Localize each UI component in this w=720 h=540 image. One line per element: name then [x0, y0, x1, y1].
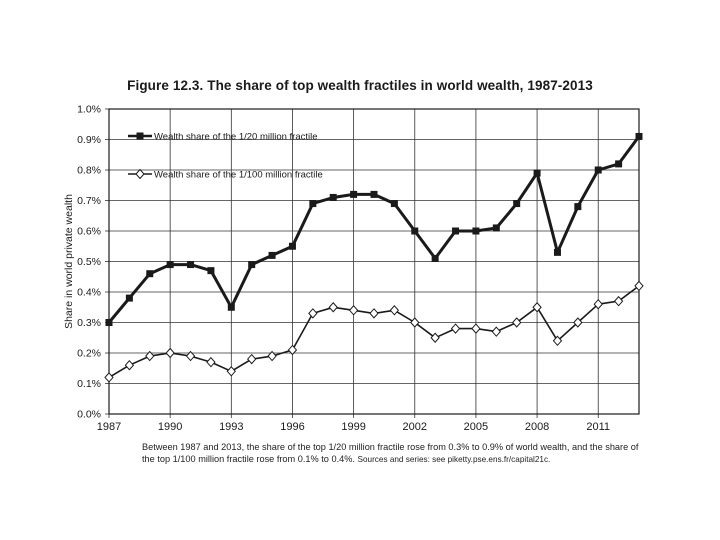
chart-caption: Between 1987 and 2013, the share of the … [142, 441, 642, 466]
data-point-diamond [206, 356, 216, 368]
data-point-diamond [491, 326, 501, 337]
data-point-square [207, 267, 215, 275]
chart-title: Figure 12.3. The share of top wealth fra… [127, 78, 593, 93]
data-point-square [146, 270, 154, 278]
data-point-diamond [369, 308, 379, 319]
y-tick-label: 0.9% [77, 134, 101, 146]
x-tick-label: 1999 [341, 421, 365, 433]
x-tick-label: 2002 [403, 421, 427, 433]
data-point-square [166, 261, 174, 269]
series-lines [104, 132, 644, 383]
data-point-square [248, 261, 256, 269]
series-line [108, 285, 640, 379]
data-point-diamond [185, 350, 196, 362]
data-point-diamond [450, 323, 461, 334]
y-tick-label: 0.6% [77, 226, 101, 238]
y-tick-label: 0.0% [77, 409, 101, 421]
series-1-100-million [104, 280, 644, 383]
data-point-square [574, 203, 582, 211]
data-point-square [390, 200, 398, 208]
data-point-diamond [287, 344, 298, 356]
data-point-square [288, 242, 296, 250]
data-point-square [431, 254, 439, 262]
data-point-diamond [308, 308, 318, 319]
data-point-square [309, 200, 317, 208]
x-tick-label: 1993 [219, 421, 243, 433]
legend-label: Wealth share of the 1/100 million fracti… [154, 170, 323, 181]
data-point-diamond [593, 298, 603, 310]
data-point-diamond [328, 301, 338, 313]
caption-text: Between 1987 and 2013, the share of the … [142, 442, 639, 464]
data-point-diamond [512, 317, 522, 328]
series-1-20-million [105, 132, 643, 326]
data-point-square [350, 190, 358, 198]
data-point-square [492, 224, 500, 232]
y-tick-label: 0.4% [77, 287, 101, 299]
data-point-diamond [471, 323, 481, 334]
x-tick-label: 1996 [280, 421, 304, 433]
data-point-square [370, 190, 378, 198]
data-point-square [136, 132, 144, 140]
y-tick-label: 0.8% [77, 165, 101, 177]
data-point-square [452, 227, 460, 235]
data-point-diamond [552, 335, 563, 347]
data-point-diamond [532, 301, 542, 313]
y-axis-label: Share in world private wealth [63, 194, 75, 329]
data-point-square [635, 132, 643, 140]
data-point-diamond [226, 366, 236, 377]
y-tick-label: 0.5% [77, 256, 101, 268]
data-point-square [472, 227, 480, 235]
y-tick-label: 0.2% [77, 348, 101, 360]
data-point-diamond [124, 359, 135, 371]
data-point-square [594, 166, 602, 174]
data-point-diamond [348, 305, 359, 316]
plot-frame [108, 108, 640, 415]
data-point-diamond [135, 168, 145, 180]
data-point-square [105, 319, 113, 326]
data-point-square [411, 227, 419, 235]
x-tick-label: 2005 [464, 421, 488, 433]
data-point-diamond [104, 372, 114, 383]
data-point-diamond [145, 350, 155, 362]
x-tick-label: 1990 [158, 421, 182, 433]
series-line [107, 135, 641, 324]
axes: 0.0% 0.1% 0.2% 0.3% 0.4% 0.5% 0.6% 0.7% 0.8% 0.9%… [63, 104, 640, 433]
data-point-diamond [634, 280, 644, 292]
data-point-diamond [410, 317, 420, 328]
data-point-diamond [165, 347, 175, 359]
legend: Wealth share of the 1/20 million fractil… [128, 132, 323, 181]
legend-label: Wealth share of the 1/20 million fractil… [154, 132, 318, 143]
data-point-square [615, 160, 623, 168]
data-point-diamond [613, 295, 624, 307]
data-point-square [513, 200, 521, 208]
data-point-square [125, 294, 133, 302]
data-point-square [533, 169, 541, 177]
data-point-diamond [573, 317, 583, 328]
data-point-square [187, 261, 195, 269]
y-tick-label: 1.0% [77, 104, 101, 116]
data-point-square [553, 248, 561, 256]
y-tick-label: 0.1% [77, 378, 101, 390]
y-tick-label: 0.3% [77, 317, 101, 329]
x-tick-label: 2011 [586, 421, 610, 433]
data-point-diamond [389, 305, 400, 316]
y-tick-label: 0.7% [77, 195, 101, 207]
x-tick-label: 1987 [97, 421, 121, 433]
data-point-square [268, 251, 276, 259]
data-point-square [227, 303, 235, 311]
data-point-square [329, 193, 337, 201]
x-tick-label: 2008 [525, 421, 549, 433]
data-point-diamond [267, 350, 277, 362]
data-point-diamond [430, 332, 440, 344]
data-point-diamond [247, 353, 257, 365]
caption-sources: Sources and series: see piketty.pse.ens.… [357, 455, 551, 464]
